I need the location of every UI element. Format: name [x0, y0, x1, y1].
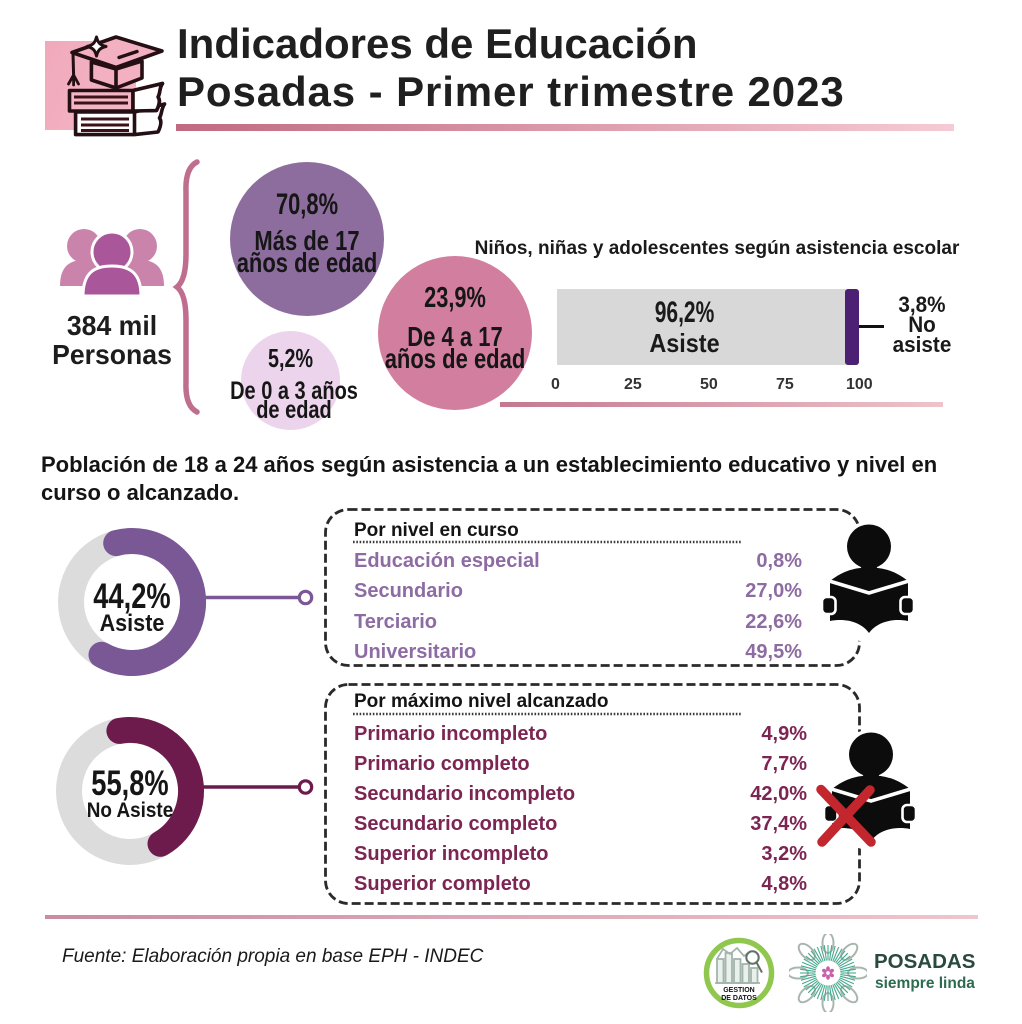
svg-text:DE DATOS: DE DATOS: [721, 995, 757, 1002]
svg-text:GESTION: GESTION: [723, 987, 755, 994]
